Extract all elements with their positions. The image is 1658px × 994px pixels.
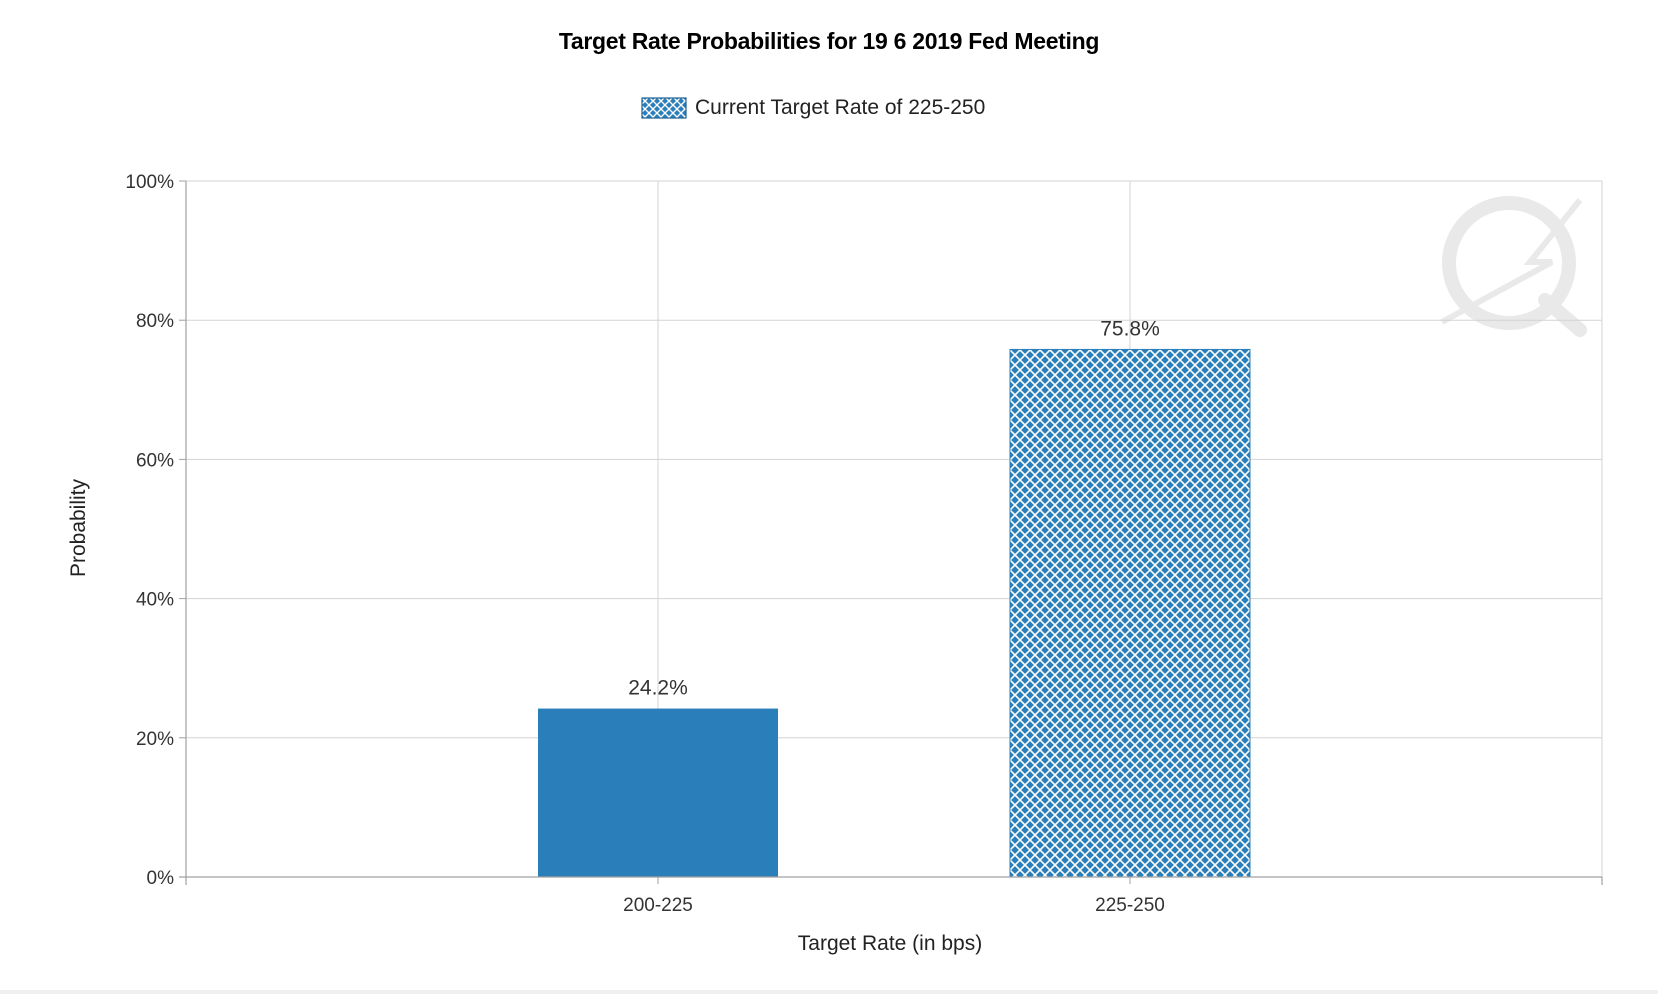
data-label-225-250: 75.8% <box>1100 317 1160 340</box>
y-tick-label: 100% <box>125 172 174 193</box>
y-axis-title: Probability <box>67 478 90 577</box>
legend-label: Current Target Rate of 225-250 <box>695 96 986 119</box>
y-tick-label: 0% <box>147 868 175 889</box>
bar-200-225 <box>538 708 778 877</box>
legend: Current Target Rate of 225-250 <box>641 96 985 120</box>
y-tick-label: 60% <box>136 450 174 471</box>
x-tick-label: 200-225 <box>623 895 693 916</box>
legend-swatch <box>641 97 687 119</box>
x-tick-label: 225-250 <box>1095 895 1165 916</box>
watermark-logo-icon <box>1440 196 1587 337</box>
y-tick-label: 20% <box>136 729 174 750</box>
y-tick-label: 80% <box>136 311 174 332</box>
data-label-200-225: 24.2% <box>628 677 688 700</box>
bar-225-250 <box>1009 348 1251 878</box>
chart-title: Target Rate Probabilities for 19 6 2019 … <box>558 28 1100 54</box>
x-axis-title: Target Rate (in bps) <box>798 932 982 955</box>
legend-swatch-rect <box>641 97 687 119</box>
y-tick-label: 40% <box>136 590 174 611</box>
